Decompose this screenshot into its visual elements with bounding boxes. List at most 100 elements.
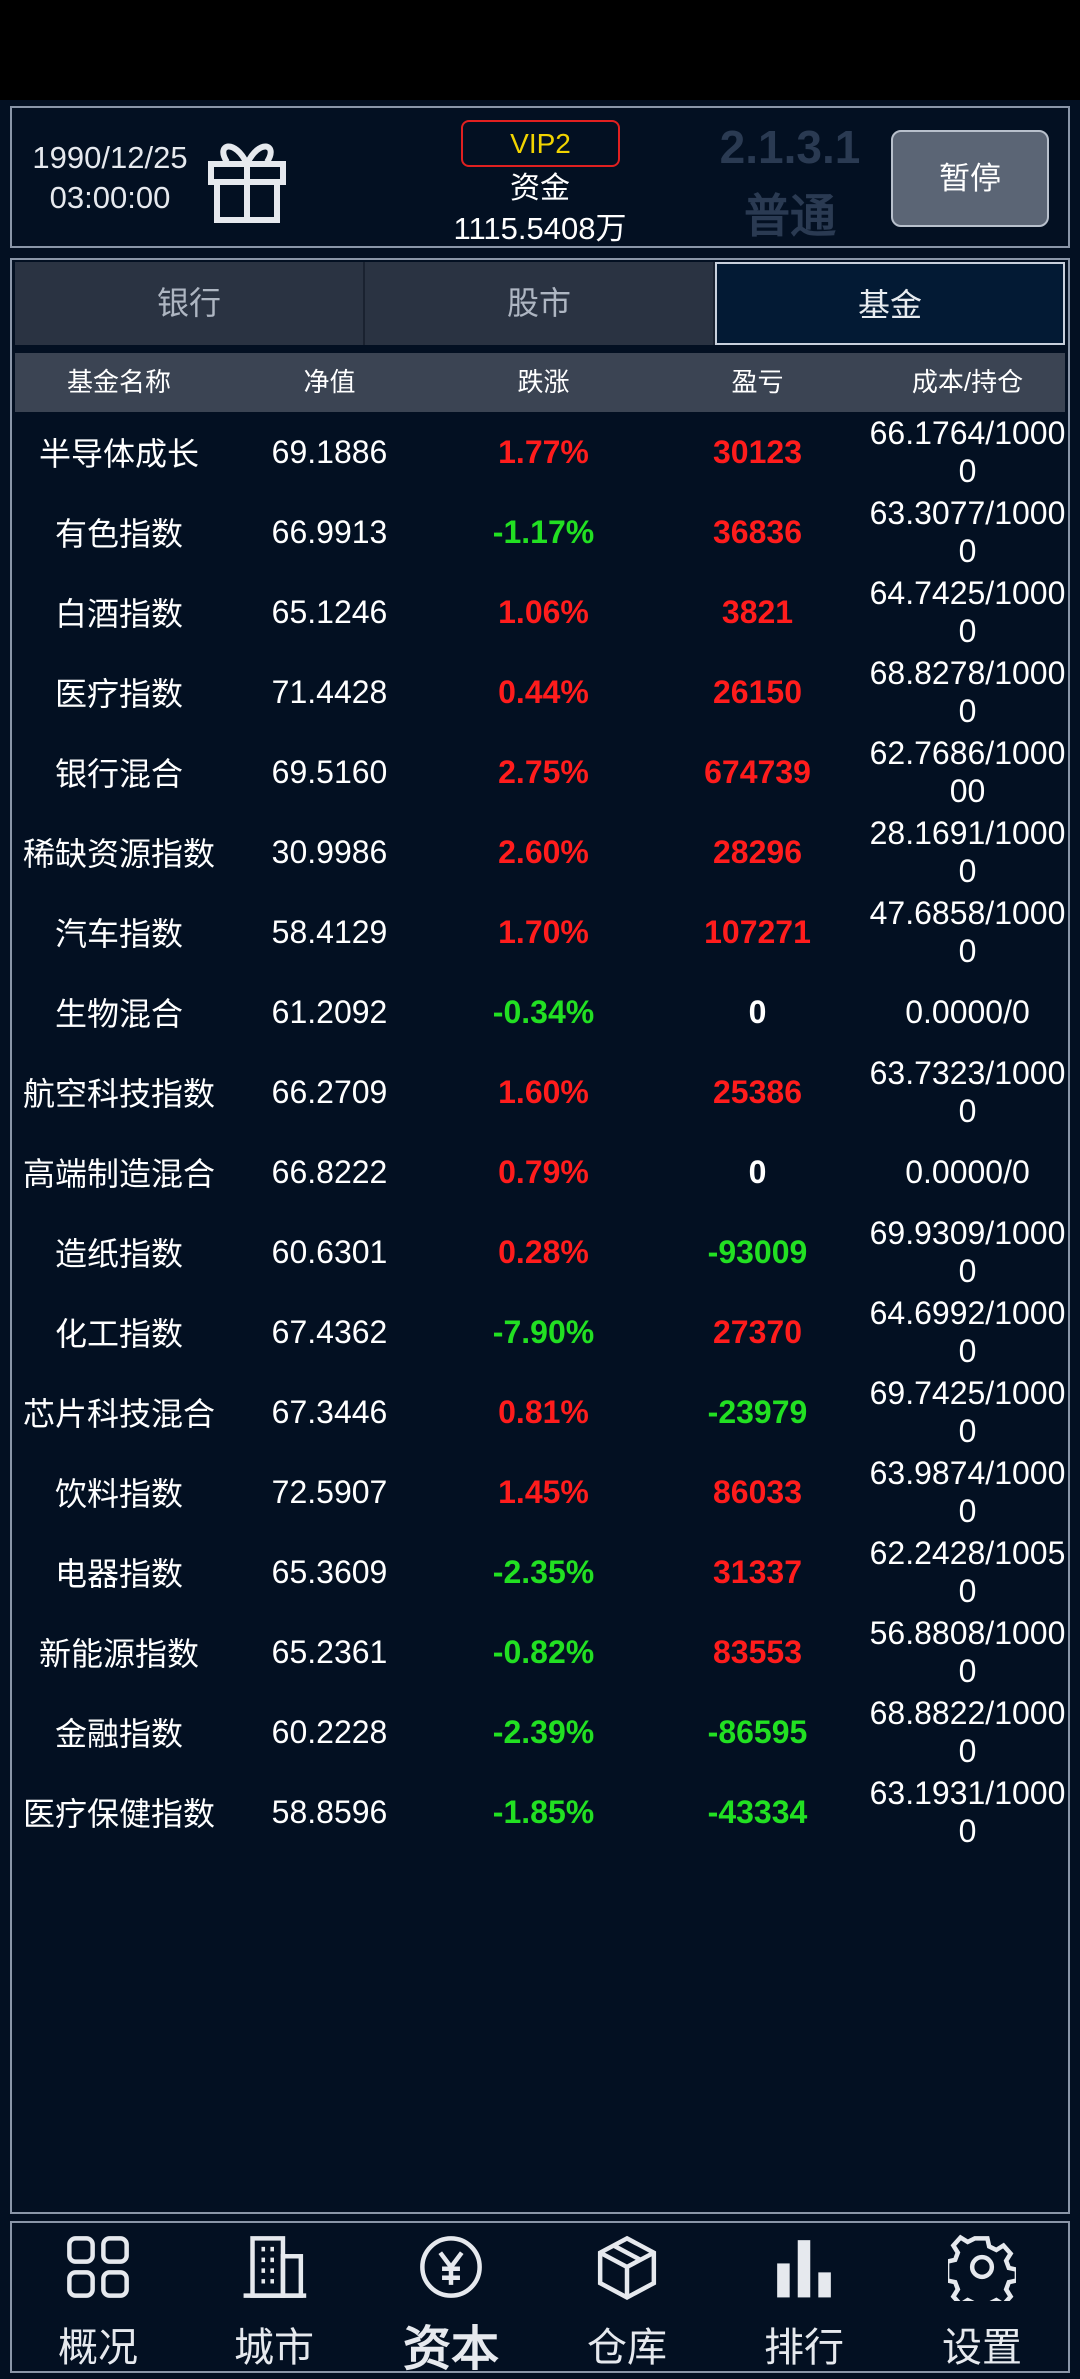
profit: 26150 xyxy=(651,652,864,732)
fund-name[interactable]: 新能源指数 xyxy=(15,1612,223,1692)
time: 03:00:00 xyxy=(49,180,171,215)
nav-value: 66.8222 xyxy=(223,1132,436,1212)
cost-holding: 0.0000/0 xyxy=(864,972,1065,1052)
fund-name[interactable]: 造纸指数 xyxy=(15,1212,223,1292)
cell-text: 26150 xyxy=(713,673,802,710)
cell-text: 芯片科技混合 xyxy=(22,1396,215,1432)
tab[interactable]: 银行 xyxy=(15,262,365,345)
cell-text: 航空科技指数 xyxy=(22,1076,215,1112)
fund-name[interactable]: 航空科技指数 xyxy=(15,1052,223,1132)
fund-name[interactable]: 稀缺资源指数 xyxy=(15,812,223,892)
fund-name[interactable]: 化工指数 xyxy=(15,1292,223,1372)
cell-text: 61.2092 xyxy=(271,993,388,1030)
cell-text: 66.2709 xyxy=(271,1073,388,1110)
main-panel xyxy=(10,258,1070,2214)
nav-item[interactable]: 设置 xyxy=(894,2221,1070,2371)
cost-holding: 0.0000/0 xyxy=(864,1132,1065,1212)
cell-text: 86033 xyxy=(713,1473,802,1510)
date: 1990/12/25 xyxy=(32,140,188,175)
change: 1.77% xyxy=(436,412,651,492)
fund-name[interactable]: 生物混合 xyxy=(15,972,223,1052)
status-bar xyxy=(0,0,1080,100)
nav-label: 仓库 xyxy=(587,2326,667,2370)
profit: 3821 xyxy=(651,572,864,652)
cost-holding: 63.1931/10000 xyxy=(864,1772,1065,1852)
cell-text: 2.75% xyxy=(498,753,589,790)
cost-holding: 66.1764/10000 xyxy=(864,412,1065,492)
fund-name[interactable]: 半导体成长 xyxy=(15,412,223,492)
nav-value: 60.6301 xyxy=(223,1212,436,1292)
cell-text: 66.9913 xyxy=(271,513,388,550)
cell-text: 3821 xyxy=(721,593,794,630)
nav-item[interactable]: 城市 xyxy=(186,2221,362,2371)
cost-holding: 56.8808/10000 xyxy=(864,1612,1065,1692)
profit: -43334 xyxy=(651,1772,864,1852)
fund-name[interactable]: 高端制造混合 xyxy=(15,1132,223,1212)
nav-value: 69.1886 xyxy=(223,412,436,492)
cell-text: 72.5907 xyxy=(271,1473,388,1510)
cost-holding: 63.3077/10000 xyxy=(864,492,1065,572)
cell-text: 65.3609 xyxy=(271,1553,388,1590)
header-panel xyxy=(10,106,1070,248)
gift-icon[interactable] xyxy=(205,134,289,224)
fund-name[interactable]: 白酒指数 xyxy=(15,572,223,652)
nav-value: 65.2361 xyxy=(223,1612,436,1692)
cell-text: 107271 xyxy=(704,913,811,950)
cell-text: 71.4428 xyxy=(271,673,388,710)
cell-text: 金融指数 xyxy=(54,1716,183,1752)
fund-name[interactable]: 银行混合 xyxy=(15,732,223,812)
cost-holding: 28.1691/10000 xyxy=(864,812,1065,892)
cell-text: 65.1246 xyxy=(271,593,388,630)
cell-text: 64.7425/10000 xyxy=(869,575,1065,649)
nav-icon xyxy=(67,2236,129,2298)
fund-name[interactable]: 医疗保健指数 xyxy=(15,1772,223,1852)
cell-text: 半导体成长 xyxy=(38,436,199,472)
cell-text: 25386 xyxy=(713,1073,802,1110)
cell-text: 0 xyxy=(748,1153,767,1190)
nav-icon xyxy=(597,2235,657,2300)
nav-item[interactable]: 资本 xyxy=(363,2221,539,2376)
nav-icon xyxy=(948,2234,1016,2301)
table-header: 基金名称 净值 跌涨 盈亏 成本/持仓 xyxy=(15,353,1065,412)
cell-text: 白酒指数 xyxy=(54,596,183,632)
change: 2.75% xyxy=(436,732,651,812)
pause-button[interactable]: 暂停 xyxy=(891,130,1049,227)
cell-text: 674739 xyxy=(704,753,811,790)
fund-name[interactable]: 饮料指数 xyxy=(15,1452,223,1532)
nav-label: 资本 xyxy=(402,2323,499,2376)
fund-name[interactable]: 有色指数 xyxy=(15,492,223,572)
change: 1.45% xyxy=(436,1452,651,1532)
cell-text: 0.79% xyxy=(498,1153,589,1190)
fund-name[interactable]: 汽车指数 xyxy=(15,892,223,972)
nav-item[interactable]: 仓库 xyxy=(539,2221,715,2371)
profit: 30123 xyxy=(651,412,864,492)
change: 1.06% xyxy=(436,572,651,652)
cell-text: 67.4362 xyxy=(271,1313,388,1350)
fund-name[interactable]: 芯片科技混合 xyxy=(15,1372,223,1452)
cell-text: 27370 xyxy=(713,1313,802,1350)
nav-value: 67.4362 xyxy=(223,1292,436,1372)
column-header: 成本/持仓 xyxy=(911,367,1024,397)
cell-text: 64.6992/10000 xyxy=(869,1295,1065,1369)
tab[interactable]: 股市 xyxy=(365,262,715,345)
cell-text: 0.81% xyxy=(498,1393,589,1430)
fund-name[interactable]: 电器指数 xyxy=(15,1532,223,1612)
nav-item[interactable]: 排行 xyxy=(716,2221,892,2371)
cell-text: -1.17% xyxy=(492,513,595,550)
cell-text: 63.3077/10000 xyxy=(869,495,1065,569)
change: -0.34% xyxy=(436,972,651,1052)
funds: 1115.5408万 xyxy=(453,211,627,246)
cell-text: 60.6301 xyxy=(271,1233,388,1270)
tab[interactable]: 基金 xyxy=(715,262,1065,345)
cell-text: 66.8222 xyxy=(271,1153,388,1190)
cell-text: 0.28% xyxy=(498,1233,589,1270)
nav-icon xyxy=(243,2236,307,2298)
cell-text: 47.6858/10000 xyxy=(869,895,1065,969)
nav-value: 61.2092 xyxy=(223,972,436,1052)
nav-item[interactable]: 概况 xyxy=(10,2221,186,2371)
cell-text: 0.0000/0 xyxy=(905,994,1030,1030)
cell-text: 1.45% xyxy=(498,1473,589,1510)
fund-name[interactable]: 医疗指数 xyxy=(15,652,223,732)
cell-text: 30123 xyxy=(713,433,802,470)
fund-name[interactable]: 金融指数 xyxy=(15,1692,223,1772)
